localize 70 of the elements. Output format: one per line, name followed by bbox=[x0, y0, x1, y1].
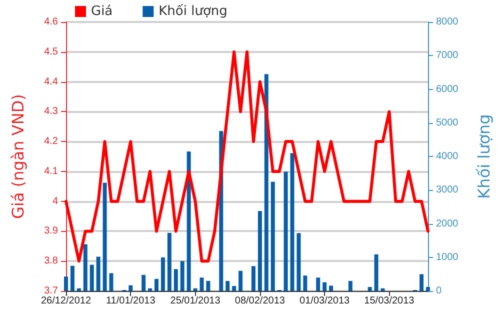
bar bbox=[154, 278, 158, 291]
bar bbox=[102, 182, 107, 291]
x-tick-label: 15/03/2013 bbox=[364, 296, 415, 306]
bar bbox=[232, 286, 236, 291]
y-tick-label: 4.1 bbox=[44, 166, 58, 177]
bar bbox=[96, 256, 100, 291]
bar bbox=[226, 280, 230, 291]
bar bbox=[90, 264, 94, 291]
x-tick-label: 11/01/2013 bbox=[106, 296, 156, 306]
bar bbox=[348, 280, 352, 291]
y-tick-label: 4.5 bbox=[44, 46, 58, 58]
bar bbox=[316, 278, 320, 291]
y2-tick-label: 8000 bbox=[436, 16, 459, 28]
bar bbox=[64, 276, 68, 291]
y2-tick-label: 6000 bbox=[436, 84, 459, 95]
bar bbox=[142, 274, 146, 291]
y-tick-label: 3.7 bbox=[44, 286, 58, 296]
bar bbox=[186, 151, 191, 291]
y-tick-label: 4.6 bbox=[44, 16, 58, 28]
bar bbox=[160, 257, 165, 291]
bar bbox=[76, 288, 81, 291]
bar bbox=[109, 273, 114, 291]
bar bbox=[258, 210, 262, 291]
y-tick-label: 3.9 bbox=[44, 226, 58, 237]
bar bbox=[380, 288, 385, 291]
bar bbox=[128, 285, 133, 291]
y2-tick-label: 2000 bbox=[436, 218, 459, 230]
bar bbox=[329, 286, 334, 291]
legend-label: Khối lượng bbox=[158, 4, 228, 19]
bar bbox=[200, 278, 204, 291]
bar bbox=[180, 261, 184, 291]
y2-tick-label: 3000 bbox=[436, 184, 459, 196]
bar bbox=[290, 153, 294, 291]
bar bbox=[206, 280, 210, 291]
bar bbox=[193, 288, 198, 291]
y-tick-label: 4.2 bbox=[44, 136, 58, 148]
y2-tick-label: 5000 bbox=[436, 117, 459, 128]
bar bbox=[174, 269, 178, 291]
y-tick-label: 4.4 bbox=[44, 76, 58, 88]
bar bbox=[264, 74, 268, 291]
bar bbox=[296, 233, 301, 291]
y-tick-label: 3.8 bbox=[44, 256, 58, 267]
y-axis-title: Giá (ngàn VND) bbox=[8, 94, 28, 219]
bar bbox=[374, 254, 378, 291]
x-tick-label: 01/03/2013 bbox=[300, 296, 350, 306]
line-series bbox=[64, 50, 430, 263]
bar bbox=[426, 286, 430, 291]
bar bbox=[303, 276, 308, 291]
y2-axis-title: Khối lượng bbox=[474, 114, 494, 199]
x-tick-label: 25/01/2013 bbox=[170, 296, 221, 306]
bar bbox=[420, 274, 424, 291]
bar bbox=[83, 244, 88, 291]
y2-tick-label: 4000 bbox=[436, 151, 459, 162]
y-tick-label: 4.3 bbox=[44, 106, 58, 118]
bar bbox=[238, 270, 243, 291]
bar bbox=[270, 182, 275, 291]
y2-tick-label: 1000 bbox=[436, 252, 459, 263]
bar bbox=[322, 282, 327, 291]
y2-tick-label: 7000 bbox=[436, 50, 459, 62]
bar bbox=[368, 286, 372, 291]
bar bbox=[284, 172, 288, 291]
y2-tick-label: 0 bbox=[436, 286, 442, 296]
bar bbox=[167, 232, 172, 291]
x-tick-label: 08/02/2013 bbox=[234, 296, 286, 306]
x-tick-label: 26/12/2012 bbox=[40, 296, 92, 306]
bar bbox=[251, 266, 256, 291]
bar bbox=[70, 266, 74, 291]
y-tick-label: 4 bbox=[52, 196, 58, 207]
legend-label: Giá bbox=[91, 4, 113, 19]
bar bbox=[148, 288, 152, 291]
